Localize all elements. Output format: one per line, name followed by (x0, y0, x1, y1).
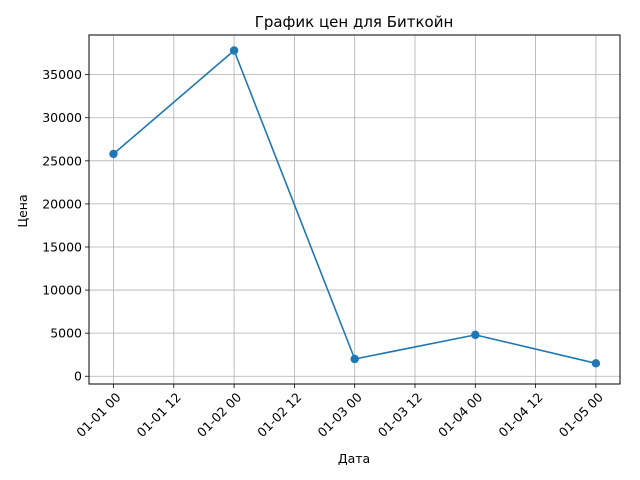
y-tick-label: 0 (74, 369, 82, 384)
data-point (471, 330, 480, 340)
data-point (229, 46, 239, 55)
x-axis: 01-01 00 01-01 12 01-02 00 01-02 12 01-03 00… (73, 384, 606, 440)
x-tick-label: 01-03 00 (314, 389, 364, 439)
series-layer (109, 46, 601, 368)
x-tick-label: 01-04 12 (495, 390, 545, 440)
x-tick-label: 01-02 12 (254, 390, 304, 440)
y-tick-label: 20000 (42, 196, 82, 211)
chart-title: График цен для Биткойн (255, 13, 454, 31)
y-tick-label: 25000 (42, 153, 82, 168)
y-axis: 0 5000 10000 15000 20000 25000 30000 35000 (42, 67, 89, 384)
x-tick-label: 01-05 00 (556, 389, 606, 439)
x-tick-label: 01-04 00 (435, 389, 485, 439)
x-tick-label: 01-03 12 (375, 390, 425, 440)
grid (89, 35, 620, 384)
y-tick-label: 35000 (42, 67, 82, 82)
x-tick-label: 01-02 00 (194, 389, 244, 439)
data-point (109, 149, 118, 159)
x-tick-label: 01-01 12 (134, 390, 184, 440)
x-axis-title: Дата (338, 451, 370, 466)
y-tick-label: 30000 (42, 110, 82, 125)
data-point (591, 359, 601, 368)
y-axis-title: Цена (15, 194, 30, 227)
y-tick-label: 5000 (50, 326, 82, 341)
y-tick-label: 10000 (42, 283, 82, 298)
data-point (350, 354, 359, 364)
y-tick-label: 15000 (42, 239, 82, 254)
x-tick-label: 01-01 00 (73, 389, 123, 439)
